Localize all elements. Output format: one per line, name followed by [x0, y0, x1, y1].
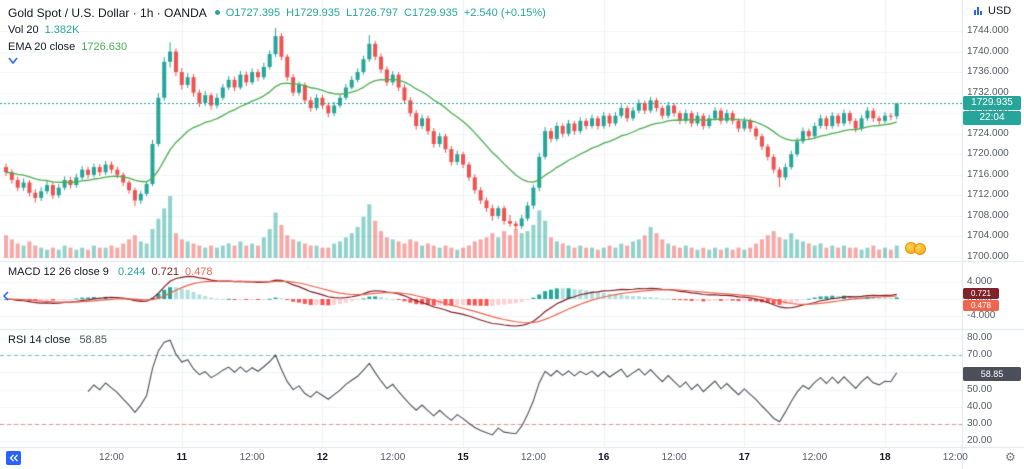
countdown-badge: 22:04 [963, 111, 1021, 126]
price-axis-tick: 1732.000 [967, 86, 1009, 98]
price-axis-tick: 1720.000 [967, 148, 1009, 160]
symbol-legend-row[interactable]: Gold Spot / U.S. Dollar · 1h · OANDA O17… [8, 4, 552, 21]
ohlc-values: O1727.395 H1729.935 L1726.797 C1729.935 +2.5… [226, 7, 552, 19]
ema-legend-row[interactable]: EMA 20 close 1726.630 [8, 38, 552, 55]
price-axis-tick: 1716.000 [967, 168, 1009, 180]
rsi-axis-tick: 30.00 [967, 417, 993, 429]
rsi-axis-tick: 20.00 [967, 435, 993, 446]
ohlc-token: O1727.395 [225, 6, 281, 19]
time-axis-tick: 12:00 [239, 452, 265, 463]
scale-currency[interactable]: USD [973, 5, 1011, 17]
emoji-reactions[interactable] [905, 242, 931, 256]
macd-legend-value: 0.478 [185, 266, 213, 278]
price-axis-tick: 1700.000 [967, 251, 1009, 262]
symbol-title[interactable]: Gold Spot / U.S. Dollar · 1h · OANDA [8, 5, 207, 20]
time-axis-tick: 11 [176, 452, 188, 463]
rsi-axis-tick: 50.00 [967, 383, 993, 395]
time-axis-tick: 12 [316, 452, 328, 463]
macd-legend-value: 0.721 [151, 266, 180, 278]
rsi-label: RSI 14 close [8, 334, 71, 346]
time-axis-tick: 12:00 [98, 452, 124, 463]
volume-legend-row[interactable]: Vol 20 1.382K [8, 21, 552, 38]
price-pane-legend: Gold Spot / U.S. Dollar · 1h · OANDA O17… [8, 4, 552, 55]
macd-legend-value: 0.244 [117, 266, 146, 278]
gear-icon[interactable]: ⚙ [1005, 450, 1016, 464]
scroll-left-button[interactable] [6, 451, 21, 465]
price-axis-tick: 1712.000 [967, 189, 1009, 201]
volume-value: 1.382K [44, 23, 80, 36]
time-axis-tick: 12:00 [942, 452, 968, 463]
price-axis-tick: 1736.000 [967, 66, 1009, 78]
ohlc-token: L1726.797 [346, 6, 398, 19]
ohlc-token: H1729.935 [286, 6, 340, 19]
macd-pane-legend[interactable]: MACD 12 26 close 9 0.244 0.721 0.478 [8, 266, 213, 278]
price-axis-tick: 1744.000 [967, 25, 1009, 36]
macd-values: 0.244 0.721 0.478 [112, 266, 213, 278]
rsi-axis-tick: 40.00 [967, 400, 993, 412]
double-chevron-left-icon [9, 454, 18, 462]
rsi-value: 58.85 [79, 334, 107, 346]
laughing-icon [914, 243, 926, 255]
volume-label: Vol 20 [8, 23, 39, 36]
rsi-pane-legend[interactable]: RSI 14 close 58.85 [8, 334, 107, 346]
chevron-down-icon[interactable] [8, 57, 18, 65]
macd-value-badge: 0.478 [963, 300, 999, 311]
rsi-value-badge: 58.85 [963, 367, 1021, 382]
time-axis-tick: 12:00 [520, 452, 546, 463]
time-axis-tick: 12:00 [380, 452, 406, 463]
price-axis-tick: 1704.000 [967, 230, 1009, 242]
rsi-axis-tick: 80.00 [967, 332, 993, 343]
rsi-axis-tick: 70.00 [967, 349, 993, 361]
ohlc-token: +2.540 (+0.15%) [463, 6, 546, 19]
time-axis-tick: 12:00 [802, 452, 828, 463]
currency-label: USD [988, 5, 1012, 17]
time-axis-tick: 15 [457, 452, 469, 463]
bar-chart-icon [974, 7, 982, 15]
time-axis-tick: 18 [879, 452, 891, 463]
macd-axis-tick: 4.000 [967, 276, 993, 288]
macd-axis-tick: -4.000 [967, 309, 996, 321]
time-axis[interactable] [0, 448, 1024, 469]
macd-label: MACD 12 26 close 9 [8, 266, 109, 278]
last-price-badge: 1729.935 [963, 96, 1021, 111]
ema-label: EMA 20 close [8, 40, 76, 53]
price-axis-tick: 1708.000 [967, 209, 1009, 221]
price-axis-tick: 1724.000 [967, 127, 1009, 139]
time-axis-tick: 17 [738, 452, 750, 463]
market-status-icon [214, 10, 220, 15]
ohlc-token: C1729.935 [404, 6, 458, 19]
time-axis-tick: 16 [598, 452, 610, 463]
macd-value-badge: 0.721 [963, 288, 999, 299]
price-axis-tick: 1740.000 [967, 45, 1009, 57]
chevron-left-icon[interactable] [2, 291, 10, 301]
time-axis-tick: 12:00 [661, 452, 687, 463]
ema-value: 1726.630 [81, 40, 128, 53]
